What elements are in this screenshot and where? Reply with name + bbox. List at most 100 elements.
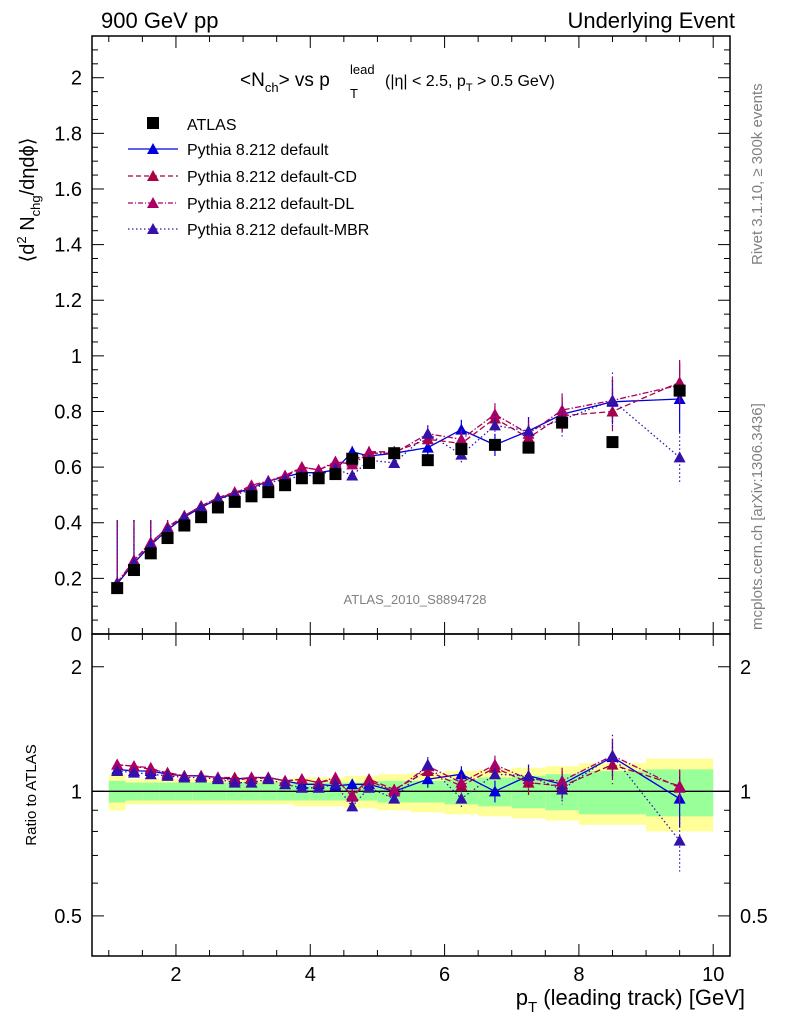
ratio-point-dl [488, 758, 501, 770]
legend-default: Pythia 8.212 default [128, 142, 329, 159]
main-point-atlas [312, 472, 325, 485]
main-point-atlas [363, 456, 376, 469]
main-line-default [116, 398, 680, 585]
ratio-point-mbr [127, 766, 140, 778]
ratio-point-mbr [329, 778, 342, 790]
ratio-point-mbr [606, 749, 619, 761]
main-point-dl [312, 463, 325, 475]
ratio-point-mbr [295, 781, 308, 793]
ratio-point-dl [329, 771, 342, 783]
y-tick-label-main: 0.8 [54, 401, 82, 423]
main-point-cd [606, 405, 619, 417]
ratio-point-dl [127, 760, 140, 772]
ratio-panel-bands [92, 758, 730, 832]
x-tick-label: 2 [170, 964, 181, 986]
main-point-mbr [488, 419, 501, 431]
y-tick-label-main: 1.8 [54, 123, 82, 145]
ratio-point-dl [295, 773, 308, 785]
main-point-atlas [455, 443, 468, 456]
ratio-point-mbr [144, 768, 157, 780]
title-sup: lead [350, 62, 375, 77]
main-point-mbr [421, 427, 434, 439]
title-vs: > vs p [279, 70, 330, 91]
main-point-atlas [127, 564, 140, 577]
legend-dl: Pythia 8.212 default-DL [128, 196, 354, 213]
ratio-point-default [455, 768, 468, 780]
main-point-dl [329, 455, 342, 467]
ylabel-b: 2 [14, 236, 29, 243]
main-point-mbr [346, 469, 359, 481]
main-point-atlas [279, 479, 292, 492]
legend-mbr-label: Pythia 8.212 default-MBR [187, 222, 369, 239]
main-panel-axes: 0 0.2 0.4 0.6 0.8 1 1.2 1.4 1.6 1.8 2 [54, 36, 730, 646]
main-line-dl [116, 384, 680, 583]
ratio-panel-series [111, 734, 686, 872]
rivet-note: Rivet 3.1.10, ≥ 300k events [749, 83, 766, 265]
ratio-point-mbr [346, 800, 359, 812]
main-point-atlas [556, 416, 569, 429]
title-cut2: > 0.5 GeV) [473, 73, 555, 90]
main-point-dl [363, 447, 376, 459]
main-point-atlas [606, 436, 619, 449]
x-axis-label: pT (leading track) [GeV] [516, 985, 745, 1016]
ratio-point-mbr [455, 792, 468, 804]
ratio-point-default [421, 773, 434, 785]
ratio-point-default [488, 785, 501, 797]
main-point-mbr [195, 501, 208, 513]
ratio-point-default [346, 778, 359, 790]
ratio-point-dl [455, 776, 468, 788]
main-point-atlas [346, 452, 359, 465]
ratio-point-mbr [388, 792, 401, 804]
main-point-mbr [144, 538, 157, 550]
main-point-atlas [262, 486, 275, 499]
ratio-y-tick-label-right: 2 [740, 657, 751, 679]
legend: ATLAS Pythia 8.212 default Pythia 8.212 … [128, 117, 369, 239]
x-tick-label: 10 [702, 964, 724, 986]
x-tick-label: 4 [305, 964, 316, 986]
header-right: Underlying Event [567, 8, 735, 33]
main-point-dl [488, 408, 501, 420]
ratio-point-mbr [279, 778, 292, 790]
main-point-atlas [421, 454, 434, 467]
main-point-atlas [245, 490, 258, 503]
main-point-atlas [522, 441, 535, 454]
mcplots-note: mcplots.cern.ch [arXiv:1306.3436] [749, 403, 766, 630]
main-point-atlas [195, 511, 208, 524]
ratio-point-dl [363, 774, 376, 786]
ratio-point-mbr [522, 769, 535, 781]
title-ch: ch [265, 80, 279, 95]
title-cut1: (|η| < 2.5, p [385, 73, 466, 90]
main-point-dl [455, 433, 468, 445]
legend-mbr: Pythia 8.212 default-MBR [128, 222, 369, 239]
ratio-point-mbr [488, 768, 501, 780]
main-point-atlas [228, 495, 241, 508]
ratio-panel-axes: 2 4 6 8 10 0.5 0.5 1 1 2 2 [54, 634, 768, 986]
ylabel-d: chg [28, 195, 43, 216]
ylabel-a: ⟨d [17, 244, 39, 263]
ylabel-c: N [17, 216, 39, 236]
title-cut-sub: T [466, 82, 473, 94]
y-tick-label-main: 1 [71, 346, 82, 368]
legend-cd: Pythia 8.212 default-CD [128, 169, 357, 186]
y-tick-label-main: 0.6 [54, 457, 82, 479]
main-point-mbr [262, 476, 275, 488]
ratio-y-tick-label-right: 1 [740, 781, 751, 803]
ratio-point-mbr [111, 764, 124, 776]
main-point-atlas [673, 384, 686, 397]
main-point-atlas [144, 547, 157, 560]
ratio-point-mbr [262, 773, 275, 785]
main-point-atlas [211, 501, 224, 514]
main-point-atlas [161, 532, 174, 545]
main-point-atlas [178, 519, 191, 532]
ratio-point-mbr [421, 758, 434, 770]
ratio-point-mbr [195, 771, 208, 783]
ratio-point-dl [144, 761, 157, 773]
ratio-point-dl [673, 781, 686, 793]
ratio-y-tick-label: 1 [71, 781, 82, 803]
header-left: 900 GeV pp [101, 8, 218, 33]
plot-title: <Nch> vs p lead T (|η| < 2.5, pT > 0.5 G… [240, 58, 555, 103]
main-point-mbr [178, 511, 191, 523]
ylabel-e: /dηdϕ⟩ [17, 137, 39, 195]
main-point-atlas [295, 472, 308, 485]
ratio-point-mbr [312, 781, 325, 793]
